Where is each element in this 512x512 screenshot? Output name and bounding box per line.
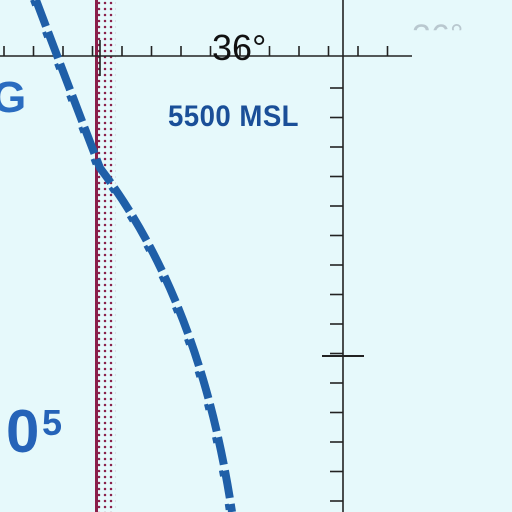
latitude-graticule-line — [0, 46, 412, 57]
altitude-label: 5500 MSL — [168, 100, 300, 133]
airway-boundary-line — [30, 0, 236, 512]
max-elevation-figure-superscript: 5 — [42, 402, 63, 443]
longitude-graticule-line — [322, 0, 364, 512]
restricted-area-boundary — [95, 0, 116, 512]
latitude-label: 36° — [212, 27, 267, 68]
max-elevation-figure-main: 0 — [6, 398, 40, 465]
latitude-label-faded: 36° — [412, 18, 464, 56]
partial-place-label: G — [0, 73, 27, 122]
